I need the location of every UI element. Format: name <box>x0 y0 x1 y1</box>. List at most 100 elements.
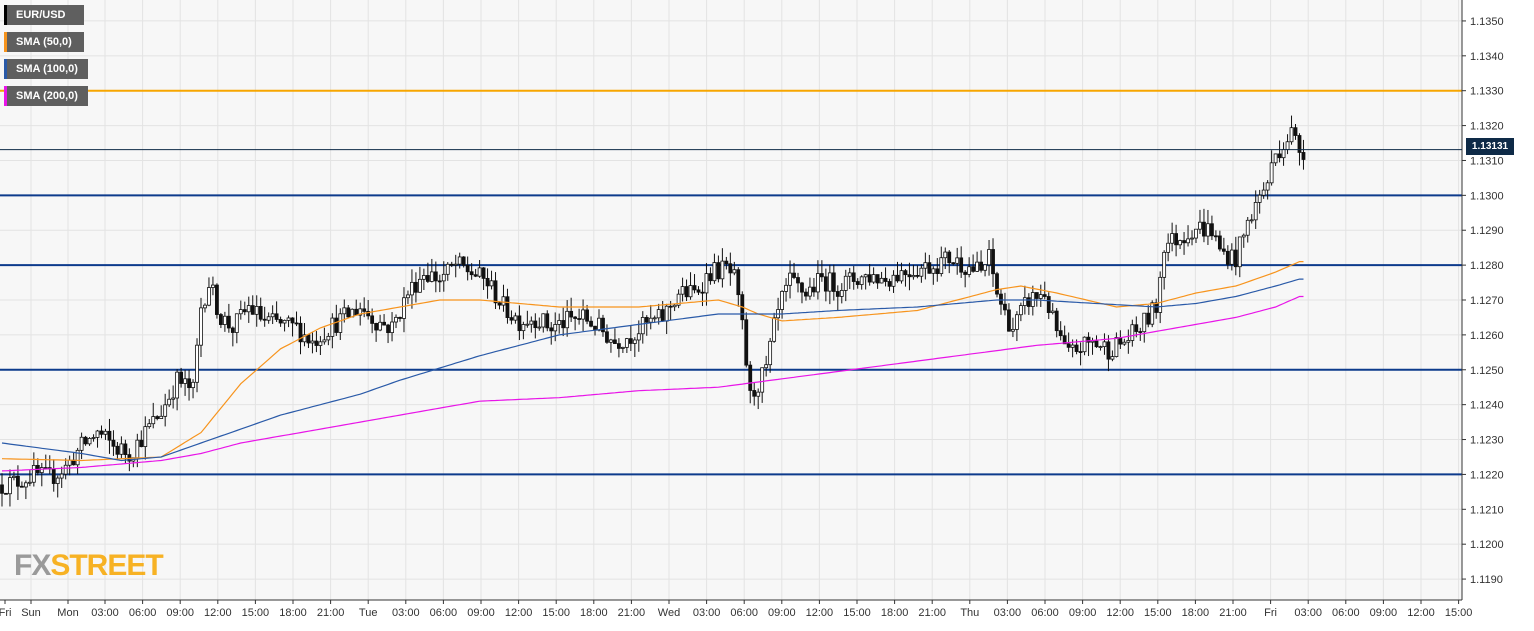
x-tick-label: 06:00 <box>1031 607 1059 619</box>
candle-down <box>294 322 299 325</box>
legend-item-price[interactable]: EUR/USD <box>4 5 84 25</box>
x-tick-label: Wed <box>658 607 680 619</box>
candle-down <box>382 321 386 326</box>
candle-up <box>338 313 343 333</box>
candle-down <box>187 378 191 389</box>
candle-up <box>1114 337 1119 357</box>
x-tick-label: 15:00 <box>1445 607 1473 619</box>
candle-down <box>1182 240 1186 244</box>
candle-up <box>406 294 410 299</box>
candle-down <box>155 416 160 419</box>
candle-down <box>569 310 574 318</box>
candle-up <box>529 320 534 325</box>
candle-up <box>151 416 156 425</box>
candle-up <box>27 481 32 484</box>
candle-up <box>987 249 991 266</box>
candle-down <box>927 262 932 274</box>
legend-item-sma100[interactable]: SMA (100,0) <box>4 59 88 79</box>
legend-swatch <box>4 59 7 79</box>
candle-up <box>59 473 64 479</box>
candle-up <box>75 449 80 466</box>
candle-down <box>573 316 578 319</box>
candle-down <box>449 263 454 266</box>
legend-item-sma200[interactable]: SMA (200,0) <box>4 86 88 106</box>
candle-up <box>8 477 12 495</box>
candle-up <box>891 274 896 287</box>
candle-up <box>310 340 315 344</box>
x-tick-label: 03:00 <box>994 607 1022 619</box>
candle-down <box>963 271 968 275</box>
candle-up <box>79 436 84 451</box>
candle-up <box>871 274 876 283</box>
candle-down <box>549 327 554 332</box>
candle-down <box>1174 233 1178 246</box>
candle-down <box>883 277 888 282</box>
candle-down <box>437 280 442 283</box>
candle-up <box>648 317 653 323</box>
x-tick-label: 12:00 <box>806 607 834 619</box>
candle-down <box>1034 292 1039 299</box>
candle-up <box>1253 202 1258 221</box>
y-tick-label: 1.1300 <box>1470 190 1504 202</box>
candle-up <box>410 281 414 296</box>
candle-down <box>509 317 514 321</box>
fxstreet-logo: FXSTREET <box>14 549 164 583</box>
candle-down <box>545 313 550 329</box>
candle-up <box>203 304 207 309</box>
legend-label: EUR/USD <box>16 9 66 21</box>
candle-down <box>577 318 581 320</box>
candle-down <box>724 260 729 265</box>
y-tick-label: 1.1260 <box>1470 330 1504 342</box>
candle-up <box>712 262 717 282</box>
candle-up <box>816 273 820 293</box>
candle-down <box>585 309 589 322</box>
candle-down <box>700 291 705 294</box>
candle-down <box>314 340 319 346</box>
candle-down <box>605 331 609 343</box>
candle-up <box>238 309 243 315</box>
candle-up <box>67 459 72 466</box>
candle-down <box>290 317 295 324</box>
candle-up <box>943 251 948 259</box>
candle-up <box>827 272 832 292</box>
candle-down <box>461 256 466 266</box>
candle-up <box>1273 153 1278 164</box>
candle-up <box>266 316 271 321</box>
candle-up <box>632 339 637 344</box>
candle-up <box>1126 340 1131 343</box>
candle-up <box>429 271 434 282</box>
y-axis-ticks: 1.1190 1.1200 1.1210 1.1220 1.1230 1.1240 1.12… <box>1462 16 1504 586</box>
candle-down <box>792 272 796 278</box>
candle-up <box>1142 312 1147 333</box>
x-tick-label: 15:00 <box>1144 607 1172 619</box>
candle-down <box>179 371 184 384</box>
candle-up <box>171 397 176 400</box>
candle-down <box>433 271 438 282</box>
candle-up <box>1090 340 1095 343</box>
candle-up <box>760 367 765 393</box>
candle-down <box>979 261 983 271</box>
candle-down <box>346 307 351 318</box>
x-tick-label: 12:00 <box>1407 607 1435 619</box>
candle-down <box>362 308 367 312</box>
candle-up <box>211 284 215 288</box>
candle-down <box>298 322 303 343</box>
candle-up <box>656 309 661 319</box>
x-tick-label: 09:00 <box>467 607 495 619</box>
y-tick-label: 1.1220 <box>1470 469 1504 481</box>
candle-up <box>1245 219 1250 236</box>
candle-up <box>119 443 124 455</box>
candle-down <box>1062 335 1067 345</box>
candle-down <box>708 273 713 282</box>
logo-fx: FX <box>14 549 51 582</box>
candle-down <box>628 338 633 344</box>
candle-down <box>1066 343 1071 348</box>
candle-up <box>183 378 187 384</box>
candle-down <box>1221 248 1226 252</box>
legend-item-sma50[interactable]: SMA (50,0) <box>4 32 84 52</box>
candle-down <box>334 317 339 333</box>
candle-up <box>1241 234 1246 238</box>
candle-up <box>175 371 180 399</box>
candle-up <box>378 321 383 331</box>
